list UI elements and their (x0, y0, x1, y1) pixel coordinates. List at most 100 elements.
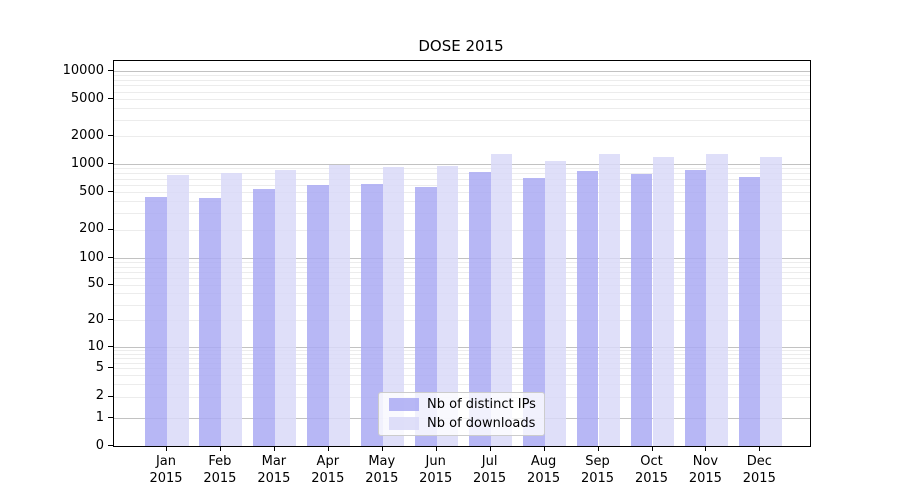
bar-aug-downloads (544, 161, 567, 446)
gridline-minor (114, 350, 810, 352)
y-tick-mark-10000 (108, 70, 113, 71)
y-tick-label-1000: 1000 (70, 155, 104, 171)
y-tick-mark-5000 (108, 98, 113, 99)
bar-mar-distinct-ips (253, 188, 275, 446)
bar-dec-distinct-ips (738, 177, 761, 446)
gridline-minor (114, 293, 810, 295)
x-tick-label-jan: Jan 2015 (149, 454, 183, 486)
gridline-minor (114, 99, 810, 100)
x-tick-mark-jul (489, 446, 491, 451)
gridline-minor (114, 184, 810, 186)
gridline-minor (114, 262, 810, 264)
x-tick-mark-aug (543, 446, 545, 451)
x-tick-label-sep: Sep 2015 (580, 454, 615, 486)
gridline-minor (114, 136, 810, 137)
bar-feb-distinct-ips (199, 198, 221, 446)
y-tick-mark-2 (108, 395, 113, 397)
bar-nov-distinct-ips (684, 169, 707, 446)
y-tick-mark-500 (108, 191, 113, 193)
x-tick-mark-sep (597, 446, 599, 451)
legend-entry-distinct-ips: Nb of distinct IPs (379, 397, 544, 412)
gridline-minor (114, 320, 810, 322)
legend-swatch-distinct-ips (389, 398, 419, 411)
chart-title: DOSE 2015 (418, 37, 504, 55)
x-tick-mark-feb (219, 446, 221, 451)
y-tick-label-500: 500 (79, 183, 104, 199)
gridline-major-100 (114, 258, 810, 259)
y-tick-mark-2000 (108, 135, 113, 136)
gridline-minor (114, 168, 810, 170)
bar-sep-downloads (598, 153, 621, 446)
x-tick-mark-oct (651, 446, 653, 451)
y-tick-label-1: 1 (95, 409, 104, 425)
x-tick-label-jul: Jul 2015 (473, 454, 507, 486)
x-tick-mark-apr (327, 446, 329, 451)
bar-oct-downloads (652, 156, 675, 446)
bar-jan-distinct-ips (145, 196, 167, 446)
bar-dec-downloads (760, 157, 782, 446)
y-tick-mark-20 (108, 319, 113, 321)
gridline-minor (114, 178, 810, 180)
y-tick-mark-50 (108, 283, 113, 285)
x-tick-mark-dec (759, 446, 761, 451)
x-tick-mark-mar (273, 446, 275, 451)
x-tick-label-jun: Jun 2015 (419, 454, 453, 486)
bar-oct-distinct-ips (630, 174, 653, 446)
bar-jul-distinct-ips (469, 171, 491, 446)
x-tick-label-aug: Aug 2015 (527, 454, 561, 486)
x-tick-label-oct: Oct 2015 (634, 454, 669, 486)
y-tick-label-5: 5 (95, 359, 104, 375)
y-tick-mark-1000 (108, 163, 113, 164)
x-tick-mark-jun (435, 446, 437, 451)
gridline-minor (114, 368, 810, 370)
bar-jul-downloads (490, 153, 513, 446)
gridline-minor (114, 271, 810, 273)
gridline-minor (114, 108, 810, 109)
x-tick-label-may: May 2015 (365, 454, 399, 486)
y-tick-label-2: 2 (95, 388, 104, 404)
gridline-minor (114, 375, 810, 377)
x-tick-label-feb: Feb 2015 (203, 454, 237, 486)
bar-sep-distinct-ips (576, 171, 599, 446)
y-tick-mark-10 (108, 346, 113, 347)
bar-jun-downloads (436, 165, 459, 446)
gridline-minor (114, 362, 810, 364)
x-tick-mark-jan (166, 446, 167, 451)
bar-apr-distinct-ips (307, 184, 329, 446)
y-tick-label-0: 0 (95, 437, 104, 453)
gridline-minor (114, 353, 810, 355)
y-tick-mark-200 (108, 228, 113, 230)
y-tick-label-10000: 10000 (62, 62, 104, 78)
y-tick-label-20: 20 (87, 311, 104, 327)
x-tick-label-apr: Apr 2015 (311, 454, 345, 486)
bar-may-distinct-ips (361, 183, 383, 446)
bar-mar-downloads (274, 170, 297, 446)
legend-label-downloads: Nb of downloads (427, 416, 536, 431)
legend: Nb of distinct IPs Nb of downloads (378, 392, 545, 436)
plot-area (113, 60, 811, 447)
gridline-minor (114, 75, 810, 77)
y-tick-mark-100 (108, 257, 113, 258)
bar-apr-downloads (328, 164, 351, 446)
y-tick-mark-5 (108, 367, 113, 369)
gridline-minor (114, 277, 810, 279)
gridline-minor (114, 119, 810, 121)
y-tick-mark-0 (108, 445, 113, 446)
gridline-minor (114, 384, 810, 386)
x-tick-label-dec: Dec 2015 (742, 454, 776, 486)
gridline-minor (114, 80, 810, 81)
gridline-minor (114, 304, 810, 306)
bar-feb-downloads (220, 173, 243, 446)
y-tick-label-200: 200 (79, 221, 104, 237)
y-tick-label-10: 10 (87, 338, 104, 354)
y-tick-label-100: 100 (79, 249, 104, 265)
gridline-major-10 (114, 347, 810, 348)
y-tick-label-2000: 2000 (70, 127, 104, 143)
gridline-minor (114, 266, 810, 268)
gridline-minor (114, 284, 810, 286)
gridline-minor (114, 192, 810, 194)
x-tick-mark-may (381, 446, 383, 451)
legend-label-distinct-ips: Nb of distinct IPs (427, 397, 536, 412)
y-tick-label-50: 50 (87, 276, 104, 292)
